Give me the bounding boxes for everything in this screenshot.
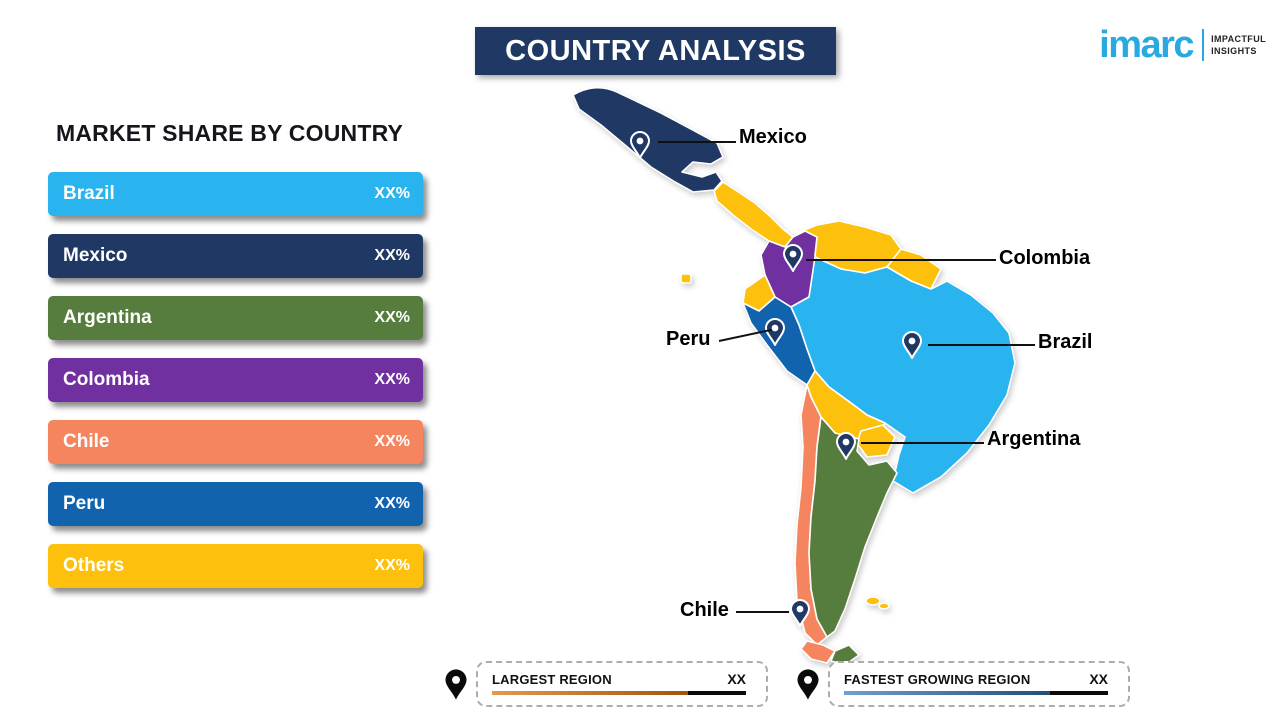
bar-value: XX% — [374, 371, 410, 388]
fastest-growing-underline — [844, 690, 1108, 695]
market-share-heading: MARKET SHARE BY COUNTRY — [56, 120, 404, 146]
map-region-galapagos — [680, 273, 692, 284]
bar-value: XX% — [374, 433, 410, 450]
fastest-growing-black-bar — [1050, 690, 1108, 695]
bar-value: XX% — [374, 309, 410, 326]
map-label-peru: Peru — [666, 328, 711, 350]
map-pin-colombia — [783, 244, 803, 272]
leader-line-chile — [736, 611, 789, 613]
market-share-bar-peru: Peru XX% — [48, 482, 423, 526]
fastest-growing-value: XX — [1089, 670, 1108, 687]
largest-region-value: XX — [727, 670, 746, 687]
market-share-bar-colombia: Colombia XX% — [48, 358, 423, 402]
largest-region-label: LARGEST REGION — [492, 671, 612, 687]
imarc-logo: imarc IMPACTFUL INSIGHTS — [1099, 26, 1266, 64]
map-region-peru — [742, 296, 816, 386]
market-share-bar-others: Others XX% — [48, 544, 423, 588]
map-pin-peru — [765, 318, 785, 346]
map-label-mexico: Mexico — [739, 126, 807, 148]
bar-value: XX% — [374, 495, 410, 512]
map-region-central-america — [713, 181, 794, 248]
fastest-growing-region-legend: FASTEST GROWING REGION XX — [828, 661, 1130, 707]
bar-label: Mexico — [63, 245, 128, 266]
market-share-bar-mexico: Mexico XX% — [48, 234, 423, 278]
leader-line-brazil — [928, 344, 1035, 346]
map-label-argentina: Argentina — [987, 428, 1081, 450]
map-label-colombia: Colombia — [999, 247, 1091, 269]
largest-region-pin-icon — [445, 669, 467, 700]
map-region-tierra-del-fuego-east — [830, 644, 860, 665]
leader-line-mexico — [658, 141, 736, 143]
map-region-tierra-del-fuego-west — [800, 640, 836, 664]
map-region-argentina — [808, 416, 898, 638]
largest-region-accent-bar — [492, 690, 688, 695]
map-pin-argentina — [836, 432, 856, 460]
leader-line-argentina — [861, 442, 984, 444]
bar-label: Chile — [63, 431, 110, 452]
bar-value: XX% — [374, 557, 410, 574]
map-label-chile: Chile — [680, 599, 729, 621]
map-region-falklands — [865, 596, 881, 606]
map-pin-chile — [790, 599, 810, 627]
logo-tagline-line1: IMPACTFUL — [1211, 33, 1266, 44]
bar-label: Peru — [63, 493, 106, 514]
bar-label: Argentina — [63, 307, 152, 328]
page-title: COUNTRY ANALYSIS — [475, 27, 836, 75]
market-share-bar-chile: Chile XX% — [48, 420, 423, 464]
map-region-falklands-2 — [878, 602, 890, 610]
imarc-logo-text: imarc — [1099, 24, 1194, 66]
map-label-brazil: Brazil — [1038, 331, 1093, 353]
market-share-bar-brazil: Brazil XX% — [48, 172, 423, 216]
map-pin-brazil — [902, 331, 922, 359]
bar-value: XX% — [374, 247, 410, 264]
latin-america-map — [572, 86, 1016, 665]
logo-tagline: IMPACTFUL INSIGHTS — [1211, 33, 1266, 57]
bar-label: Others — [63, 555, 125, 576]
logo-divider — [1202, 29, 1205, 61]
market-share-bar-argentina: Argentina XX% — [48, 296, 423, 340]
map-region-paraguay — [856, 424, 896, 458]
bar-label: Colombia — [63, 369, 150, 390]
largest-region-underline — [492, 690, 746, 695]
leader-line-colombia — [806, 259, 996, 261]
fastest-growing-label: FASTEST GROWING REGION — [844, 671, 1031, 687]
largest-region-legend: LARGEST REGION XX — [476, 661, 768, 707]
logo-tagline-line2: INSIGHTS — [1211, 46, 1257, 56]
map-pin-mexico — [630, 131, 650, 159]
market-share-list: Brazil XX% Mexico XX% Argentina XX% Colo… — [48, 172, 423, 588]
fastest-growing-pin-icon — [797, 669, 819, 700]
largest-region-black-bar — [688, 690, 746, 695]
fastest-growing-accent-bar — [844, 690, 1050, 695]
bar-label: Brazil — [63, 183, 115, 204]
bar-value: XX% — [374, 185, 410, 202]
